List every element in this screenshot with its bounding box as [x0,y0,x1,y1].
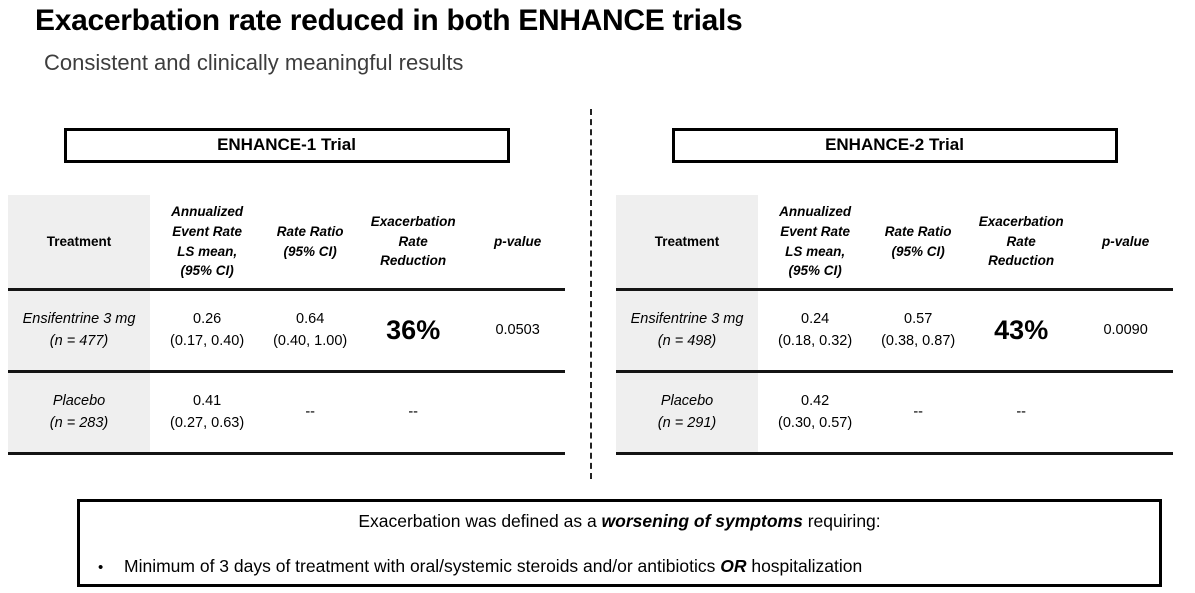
cell-treatment: Ensifentrine 3 mg (n = 498) [616,289,759,373]
definition-bullet-suffix: hospitalization [746,556,863,576]
enhance-1-ensifentrine-row: Ensifentrine 3 mg (n = 477) 0.26 (0.17, … [8,289,565,373]
enhance-2-trial-title-box: ENHANCE-2 Trial [671,128,1118,163]
cell-rate-ratio: 0.57 (0.38, 0.87) [872,289,965,373]
definition-intro-bold-phrase: worsening of symptoms [601,511,803,531]
header-p-value: p-value [1078,195,1173,291]
enhance-1-results-table: Treatment Annualized Event Rate LS mean,… [8,195,565,455]
cell-rate-ratio: 0.64 (0.40, 1.00) [264,289,357,373]
cell-event-rate: 0.24 (0.18, 0.32) [758,289,873,373]
header-p-value: p-value [470,195,565,291]
cell-rate-reduction: 43% [964,289,1079,373]
enhance-1-header-row: Treatment Annualized Event Rate LS mean,… [8,195,565,291]
cell-rate-ratio: -- [872,371,965,455]
definition-intro-suffix: requiring: [802,511,881,531]
cell-rate-ratio: -- [264,371,357,455]
definition-bullet-text: Minimum of 3 days of treatment with oral… [124,556,862,577]
header-exacerbation-rate-reduction: Exacerbation Rate Reduction [356,195,471,291]
bullet-glyph: • [98,559,104,576]
cell-treatment: Ensifentrine 3 mg (n = 477) [8,289,151,373]
enhance-1-panel: ENHANCE-1 Trial Treatment Annualized Eve… [8,128,565,455]
cell-event-rate: 0.42 (0.30, 0.57) [758,371,873,455]
cell-p-value [1078,371,1173,455]
cell-treatment: Placebo (n = 283) [8,371,151,455]
definition-bullet-bold-or: OR [720,556,747,576]
enhance-2-trial-title: ENHANCE-2 Trial [825,135,964,154]
header-rate-ratio: Rate Ratio (95% CI) [264,195,357,291]
header-treatment: Treatment [616,195,759,291]
enhance-1-placebo-row: Placebo (n = 283) 0.41 (0.27, 0.63) -- -… [8,371,565,455]
cell-p-value: 0.0503 [470,289,565,373]
definition-bullet-line: • Minimum of 3 days of treatment with or… [98,556,1159,577]
cell-rate-reduction: 36% [356,289,471,373]
enhance-2-panel: ENHANCE-2 Trial Treatment Annualized Eve… [616,128,1173,455]
cell-event-rate: 0.26 (0.17, 0.40) [150,289,265,373]
cell-p-value: 0.0090 [1078,289,1173,373]
enhance-2-placebo-row: Placebo (n = 291) 0.42 (0.30, 0.57) -- -… [616,371,1173,455]
enhance-2-header-row: Treatment Annualized Event Rate LS mean,… [616,195,1173,291]
enhance-2-ensifentrine-row: Ensifentrine 3 mg (n = 498) 0.24 (0.18, … [616,289,1173,373]
enhance-1-trial-title-box: ENHANCE-1 Trial [63,128,510,163]
cell-treatment: Placebo (n = 291) [616,371,759,455]
definition-intro-prefix: Exacerbation was defined as a [358,511,602,531]
header-treatment: Treatment [8,195,151,291]
header-rate-ratio: Rate Ratio (95% CI) [872,195,965,291]
slide-subtitle: Consistent and clinically meaningful res… [44,50,464,75]
cell-rate-reduction: -- [964,371,1079,455]
header-exacerbation-rate-reduction: Exacerbation Rate Reduction [964,195,1079,291]
definition-bullet-prefix: Minimum of 3 days of treatment with oral… [124,556,721,576]
cell-p-value [470,371,565,455]
cell-event-rate: 0.41 (0.27, 0.63) [150,371,265,455]
header-annualized-event-rate: Annualized Event Rate LS mean, (95% CI) [150,195,265,291]
slide-title: Exacerbation rate reduced in both ENHANC… [35,4,743,37]
definition-box: Exacerbation was defined as a worsening … [77,499,1162,587]
vertical-dashed-divider [590,109,592,479]
enhance-2-results-table: Treatment Annualized Event Rate LS mean,… [616,195,1173,455]
header-annualized-event-rate: Annualized Event Rate LS mean, (95% CI) [758,195,873,291]
enhance-1-trial-title: ENHANCE-1 Trial [217,135,356,154]
cell-rate-reduction: -- [356,371,471,455]
definition-intro-line: Exacerbation was defined as a worsening … [80,511,1159,532]
